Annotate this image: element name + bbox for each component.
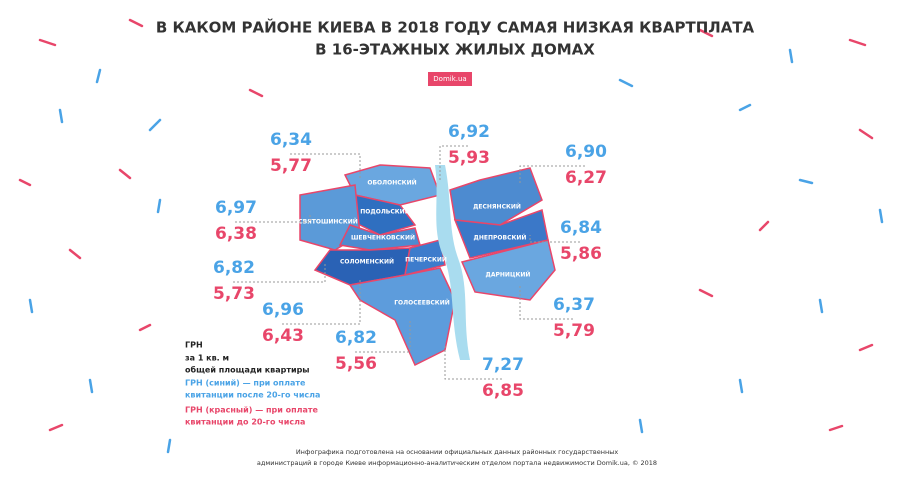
price-blue: 6,37 — [553, 295, 595, 315]
river — [435, 165, 470, 360]
price-red: 5,93 — [448, 148, 490, 168]
price-red: 6,43 — [262, 326, 304, 346]
district-label: ШЕВЧЕНКОВСКИЙ — [351, 234, 415, 242]
district-label: СОЛОМЕНСКИЙ — [340, 258, 394, 266]
legend-red: ГРН (красный) — при оплате — [185, 406, 319, 415]
price-blue: 6,92 — [448, 122, 490, 142]
footer: администраций в городе Киеве информацион… — [257, 459, 657, 467]
price-red: 5,86 — [560, 244, 602, 264]
price-blue: 6,82 — [213, 258, 255, 278]
district-label: ДАРНИЦКИЙ — [486, 271, 531, 279]
legend-red: квитанции до 20-го числа — [185, 418, 305, 427]
price-red: 5,77 — [270, 156, 312, 176]
leader-line — [233, 262, 326, 283]
district — [348, 267, 456, 367]
footer: Инфографика подготовлена на основании оф… — [296, 448, 619, 456]
price-blue: 6,82 — [335, 328, 377, 348]
price-blue: 6,90 — [565, 142, 607, 162]
price-red: 5,56 — [335, 354, 377, 374]
leader-line — [355, 320, 411, 353]
district — [453, 209, 549, 259]
title: В 16-ЭТАЖНЫХ ЖИЛЫХ ДОМАХ — [315, 41, 595, 59]
price-blue: 6,84 — [560, 218, 602, 238]
district-label: ПЕЧЕРСКИЙ — [405, 256, 447, 264]
confetti — [18, 18, 884, 454]
legend-blue: квитанции после 20-го числа — [185, 391, 320, 400]
district-label: ДНЕПРОВСКИЙ — [474, 234, 527, 242]
legend-text: общей площади квартиры — [185, 365, 310, 375]
district-label: ПОДОЛЬСКИЙ — [360, 208, 409, 216]
district — [404, 239, 446, 277]
legend-unit: ГРН — [185, 341, 203, 350]
badge-bg — [428, 72, 472, 86]
price-blue: 6,96 — [262, 300, 304, 320]
district — [460, 239, 556, 301]
legend-blue: ГРН (синий) — при оплате — [185, 379, 306, 388]
legend-text: за 1 кв. м — [185, 354, 229, 363]
price-red: 6,27 — [565, 168, 607, 188]
leader-line — [235, 215, 311, 223]
district-label: ГОЛОСЕЕВСКИЙ — [394, 299, 450, 307]
leader-line — [529, 235, 580, 243]
price-blue: 6,34 — [270, 130, 312, 150]
price-red: 6,85 — [482, 381, 524, 401]
leader-line — [519, 165, 585, 185]
badge: Domik.ua — [433, 75, 466, 83]
title: В КАКОМ РАЙОНЕ КИЕВА В 2018 ГОДУ САМАЯ Н… — [156, 18, 755, 37]
district-label: СВЯТОШИНСКИЙ — [298, 218, 358, 226]
price-red: 5,79 — [553, 321, 595, 341]
district-label: ОБОЛОНСКИЙ — [367, 179, 416, 187]
price-blue: 6,97 — [215, 198, 257, 218]
map — [299, 164, 556, 367]
price-red: 6,38 — [215, 224, 257, 244]
price-blue: 7,27 — [482, 355, 524, 375]
leader-line — [444, 345, 502, 380]
leader-line — [282, 280, 361, 325]
leader-line — [439, 145, 468, 180]
district-label: ДЕСНЯНСКИЙ — [473, 203, 521, 211]
leader-line — [290, 153, 361, 180]
leader-line — [519, 285, 573, 320]
price-red: 5,73 — [213, 284, 255, 304]
